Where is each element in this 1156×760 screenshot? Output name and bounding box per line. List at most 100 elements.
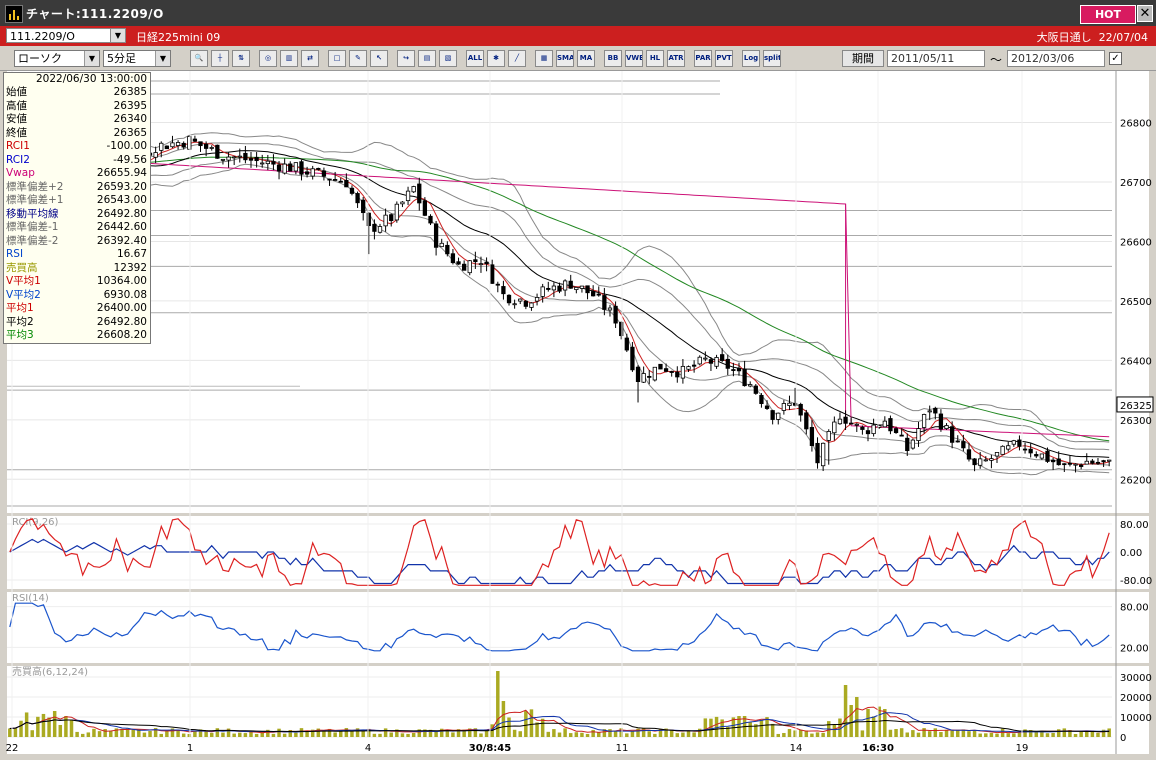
- volume-bar: [64, 716, 68, 737]
- interval-select[interactable]: 5分足 ▼: [103, 50, 171, 67]
- period-button[interactable]: 期間: [842, 50, 884, 67]
- candle-body: [905, 437, 910, 452]
- candle-body: [355, 193, 360, 204]
- volume-bar: [1000, 728, 1005, 737]
- volume-tick-label: 0: [1120, 733, 1126, 744]
- toolbar-target-button[interactable]: ◎: [259, 50, 277, 67]
- time-tick-label: 14: [790, 743, 803, 754]
- candle-body: [579, 285, 585, 289]
- chart-right-border: [1149, 71, 1156, 760]
- chevron-down-icon[interactable]: ▼: [110, 29, 125, 42]
- candle-body: [966, 449, 972, 460]
- toolbar-chart-b-button[interactable]: ⇄: [301, 50, 319, 67]
- toolbar-gear-button[interactable]: ✱: [487, 50, 505, 67]
- toolbar-chart-c-button[interactable]: ▤: [418, 50, 436, 67]
- volume-bar: [1040, 730, 1044, 737]
- toolbar-palette-button[interactable]: ▦: [535, 50, 553, 67]
- candle-body: [955, 440, 960, 443]
- candle-body: [175, 142, 181, 146]
- candle-body: [495, 283, 500, 286]
- candle-body: [551, 285, 557, 291]
- candle-body: [686, 366, 691, 370]
- time-tick-label: 19: [1016, 743, 1029, 754]
- chart-area[interactable]: 26800 26700 26600 26500 26400 26300 26200 26325…: [0, 71, 1156, 760]
- info-value: 6930.08: [103, 288, 147, 301]
- toolbar-brush-button[interactable]: ╱: [508, 50, 526, 67]
- volume-bar: [967, 731, 971, 737]
- price-tick-label: 26500: [1120, 297, 1152, 308]
- toolbar-chart-d-button[interactable]: ▧: [439, 50, 457, 67]
- chart-type-select[interactable]: ローソク ▼: [14, 50, 100, 67]
- toolbar-pvt-button[interactable]: PVT: [715, 50, 733, 67]
- chevron-down-icon[interactable]: ▼: [84, 51, 99, 66]
- volume-bar: [512, 729, 517, 737]
- volume-bar: [641, 728, 646, 737]
- close-button[interactable]: ✕: [1137, 5, 1153, 22]
- session-date: 22/07/04: [1098, 31, 1148, 44]
- candle-body: [445, 244, 450, 255]
- period-checkbox[interactable]: ✓: [1109, 52, 1122, 65]
- toolbar-log-button[interactable]: Log: [742, 50, 760, 67]
- toolbar-order-button[interactable]: ⇅: [232, 50, 250, 67]
- toolbar-par-button[interactable]: PAR: [694, 50, 712, 67]
- toolbar-split-button[interactable]: split: [763, 50, 781, 67]
- symbol-select[interactable]: 111.2209/O ▼: [6, 28, 126, 43]
- volume-bar: [737, 716, 741, 737]
- volume-ma-short-line: [9, 706, 1110, 734]
- volume-bar: [8, 728, 12, 737]
- candle-body: [501, 286, 506, 295]
- toolbar-blank-button[interactable]: □: [328, 50, 346, 67]
- toolbar-hand-button[interactable]: ↪: [397, 50, 415, 67]
- toolbar-zoom-button[interactable]: 🔍: [190, 50, 208, 67]
- volume-bar: [591, 729, 595, 737]
- volume-bar: [226, 728, 231, 737]
- info-label: 終値: [6, 126, 27, 139]
- toolbar-all-button[interactable]: ALL: [466, 50, 484, 67]
- toolbar-cursor-button[interactable]: ┼: [211, 50, 229, 67]
- volume-bar: [630, 731, 635, 737]
- volume-bar: [378, 733, 382, 737]
- candle-body: [153, 152, 158, 158]
- chevron-down-icon[interactable]: ▼: [155, 51, 170, 66]
- panel-separator: [7, 589, 1149, 592]
- to-date-input[interactable]: 2012/03/06: [1007, 50, 1105, 67]
- toolbar-vwe-button[interactable]: VWE: [625, 50, 643, 67]
- candle-body: [619, 321, 624, 337]
- volume-bar: [103, 729, 107, 737]
- candle-body: [764, 405, 770, 409]
- volume-bar: [776, 733, 780, 737]
- volume-bar: [838, 718, 842, 737]
- candle-body: [658, 363, 663, 370]
- toolbar-ma-button[interactable]: MA: [577, 50, 595, 67]
- info-value: 26365: [113, 126, 147, 139]
- candle-body: [1073, 463, 1078, 466]
- toolbar-chart-a-button[interactable]: ▥: [280, 50, 298, 67]
- toolbar-pen-button[interactable]: ✎: [349, 50, 367, 67]
- time-tick-label: 11: [616, 743, 629, 754]
- toolbar-hl-button[interactable]: HL: [646, 50, 664, 67]
- toolbar-arrow-button[interactable]: ↖: [370, 50, 388, 67]
- volume-bar: [927, 731, 932, 737]
- candle-body: [731, 369, 736, 371]
- volume-bar: [355, 728, 360, 737]
- info-row: 標準偏差-2 26392.40: [4, 235, 150, 249]
- volume-bar: [574, 732, 579, 737]
- toolbar-atr-button[interactable]: ATR: [667, 50, 685, 67]
- candle-body: [574, 286, 579, 290]
- candle-body: [529, 302, 534, 308]
- volume-bar: [686, 730, 691, 737]
- hot-button[interactable]: HOT: [1080, 5, 1136, 24]
- volume-bar: [933, 728, 938, 737]
- volume-bar: [989, 732, 994, 737]
- time-tick-label: 30/8:45: [469, 743, 511, 754]
- volume-bar: [658, 728, 663, 737]
- candle-body: [237, 155, 242, 158]
- rci-tick-label: -80.00: [1120, 576, 1152, 587]
- candle-body: [630, 346, 635, 371]
- from-date-input[interactable]: 2011/05/11: [887, 50, 985, 67]
- candle-body: [1006, 445, 1011, 450]
- toolbar-sma-button[interactable]: SMA: [556, 50, 574, 67]
- candle-body: [978, 458, 983, 466]
- toolbar-bb-button[interactable]: BB: [604, 50, 622, 67]
- volume-bar: [484, 729, 489, 737]
